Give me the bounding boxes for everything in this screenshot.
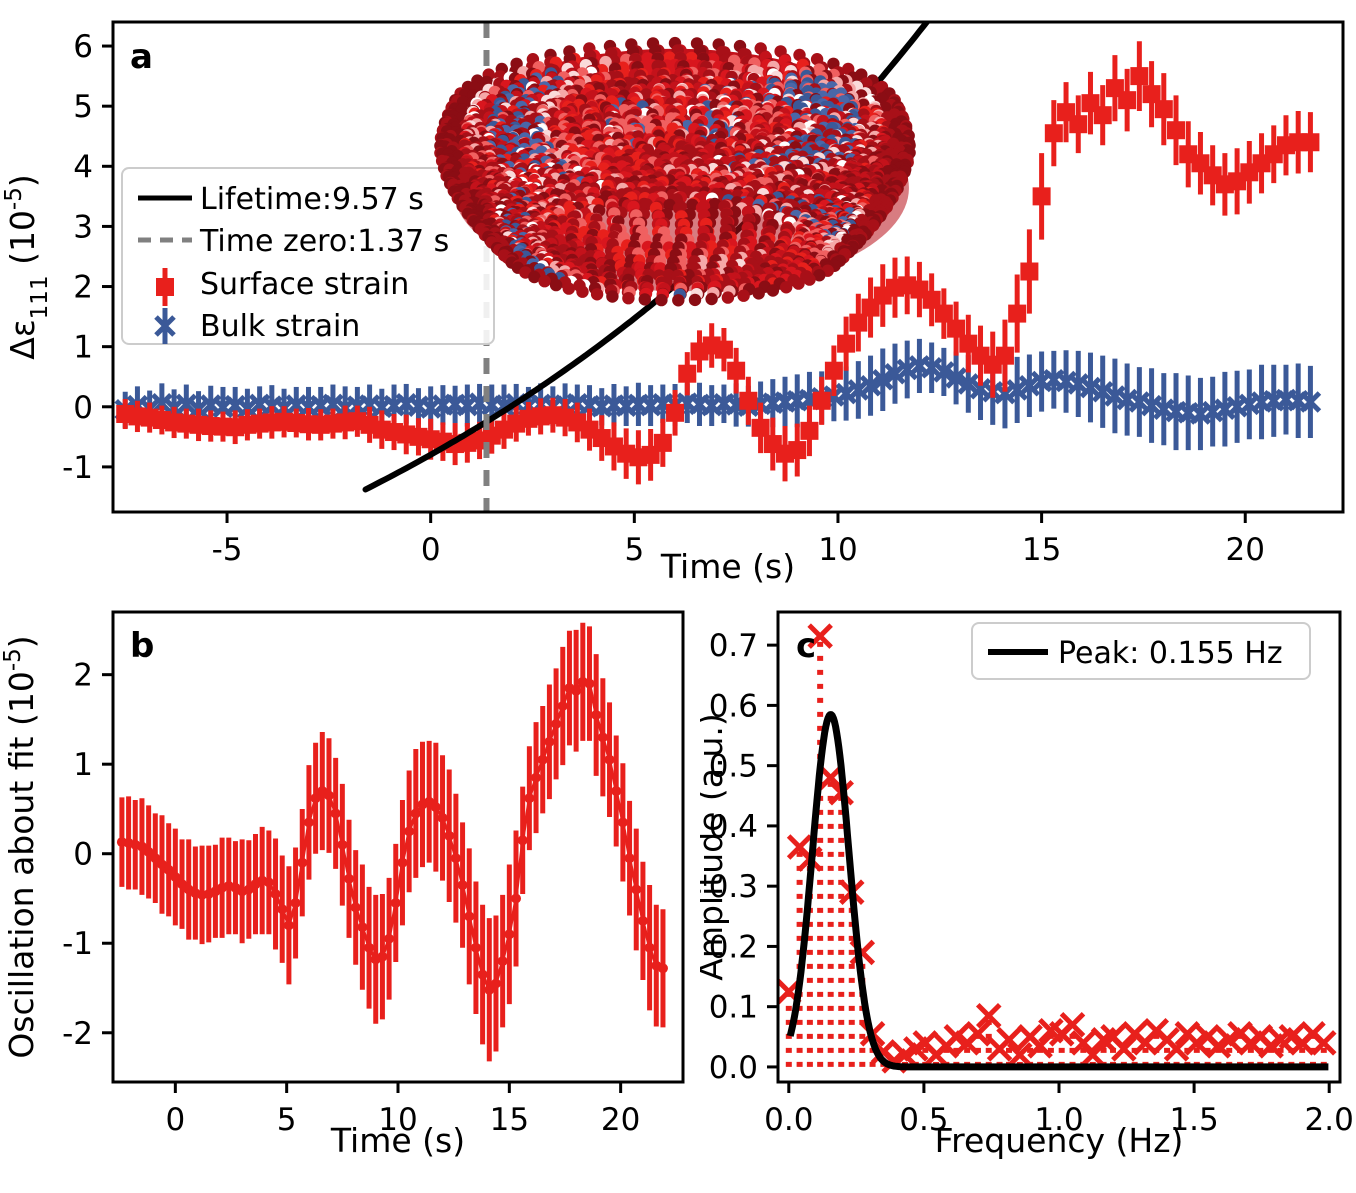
panel-a-xaxis-label: Time (s)	[660, 547, 795, 586]
panel-b-yaxis-label: Oscillation about fit (10-5)	[0, 635, 41, 1058]
panel-c: 0.0 0.5 1.0 1.5 2.00.00.10.20.30.40.50.60.7 …	[700, 610, 1354, 1160]
y-tick-label: 1	[73, 330, 93, 366]
y-tick-label: 4	[73, 149, 93, 185]
legend-bulk-label: Bulk strain	[200, 309, 360, 344]
x-tick-label: 1.0	[1034, 1102, 1083, 1138]
x-tick-label: 1.5	[1169, 1102, 1218, 1138]
y-tick-label: 6	[73, 29, 93, 65]
panel-a-legend-box	[121, 167, 495, 345]
panel-a: -5 0 5 10 15 20 -1 0 1 2 3 4 5 6 a Time (s) Δε111 (10…	[1, 20, 1345, 586]
y-tick-label: -1	[62, 926, 93, 962]
panel-c-axes-frame	[776, 610, 1342, 1084]
x-tick-label: 0.5	[899, 1102, 948, 1138]
panel-b: 0 5 10 15 20 -2 -1 0 1 2 b Time (s) Oscillation a…	[0, 610, 685, 1160]
x-tick-label: 15	[1022, 532, 1061, 568]
panel-c-label: c	[796, 626, 816, 666]
legend-bulk-marker-icon	[154, 308, 176, 344]
y-tick-label: 5	[73, 89, 93, 125]
legend-surface-label: Surface strain	[200, 267, 409, 302]
panel-a-axes-frame	[111, 20, 1345, 514]
oscillation-series	[116, 622, 668, 1062]
x-tick-label: 0	[165, 1102, 185, 1138]
x-tick-label: 5	[277, 1102, 297, 1138]
y-tick-label: 0.2	[709, 929, 758, 965]
panel-b-label: b	[130, 626, 154, 666]
panel-c-tick-labels: 0.0 0.5 1.0 1.5 2.0 0.0 0.1 0.2 0.3 0.4 0.5 0.6 0.7	[709, 628, 1354, 1138]
y-tick-label: 2	[73, 270, 93, 306]
panel-a-plot-area	[114, 22, 1322, 512]
y-tick-label: -1	[62, 450, 93, 486]
panel-a-label: a	[130, 37, 153, 77]
panel-a-tick-labels: -5 0 5 10 15 20 -1 0 1 2 3 4 5 6	[62, 29, 1265, 568]
legend-lifetime-label: Lifetime:9.57 s	[200, 182, 424, 217]
x-tick-label: 10	[378, 1102, 417, 1138]
y-tick-label: -2	[62, 1016, 93, 1052]
panel-b-tick-labels: 0 5 10 15 20 -2 -1 0 1 2	[62, 658, 640, 1138]
y-tick-label: 2	[73, 658, 93, 694]
y-tick-label: 0.1	[709, 990, 758, 1026]
y-tick-label: 0	[73, 390, 93, 426]
y-tick-label: 3	[73, 209, 93, 245]
x-tick-label: 10	[818, 532, 857, 568]
x-tick-label: 20	[1226, 532, 1265, 568]
panel-c-legend-box	[971, 622, 1311, 680]
x-tick-label: 0	[421, 532, 441, 568]
legend-peak-label: Peak: 0.155 Hz	[1058, 636, 1283, 671]
x-tick-label: 20	[601, 1102, 640, 1138]
y-tick-label: 0.5	[709, 749, 758, 785]
fft-amplitude-series	[778, 623, 1337, 1074]
x-tick-label: 2.0	[1305, 1102, 1354, 1138]
y-tick-label: 0.6	[709, 688, 758, 724]
legend-surface-marker-icon	[156, 268, 174, 306]
bulk-strain-series	[114, 338, 1322, 451]
x-tick-label: 15	[490, 1102, 529, 1138]
legend-timezero-label: Time zero:1.37 s	[199, 224, 449, 259]
y-tick-label: 1	[73, 747, 93, 783]
x-tick-label: -5	[212, 532, 243, 568]
panel-c-plot-area	[778, 623, 1337, 1074]
y-tick-label: 0.4	[709, 809, 758, 845]
panel-c-legend: Peak: 0.155 Hz	[971, 622, 1311, 680]
panel-a-yaxis-label: Δε111 (10-5)	[1, 174, 53, 360]
gaussian-peak-fit-curve	[786, 711, 1331, 1071]
nanoparticle-3d-render-inset	[434, 36, 916, 307]
x-tick-label: 0.0	[764, 1102, 813, 1138]
panel-b-xaxis-label: Time (s)	[330, 1121, 465, 1160]
panel-a-legend: Lifetime:9.57 s Time zero:1.37 s Surface…	[121, 167, 495, 345]
x-tick-label: 5	[624, 532, 644, 568]
y-tick-label: 0.7	[709, 628, 758, 664]
y-tick-label: 0.3	[709, 869, 758, 905]
panel-b-axes-frame	[111, 610, 685, 1084]
panel-b-plot-area	[116, 622, 668, 1062]
panel-c-yaxis-label: Amplitude (a.u.)	[700, 713, 730, 980]
panel-c-xaxis-label: Frequency (Hz)	[935, 1121, 1184, 1160]
y-tick-label: 0.0	[709, 1050, 758, 1086]
y-tick-label: 0	[73, 837, 93, 873]
